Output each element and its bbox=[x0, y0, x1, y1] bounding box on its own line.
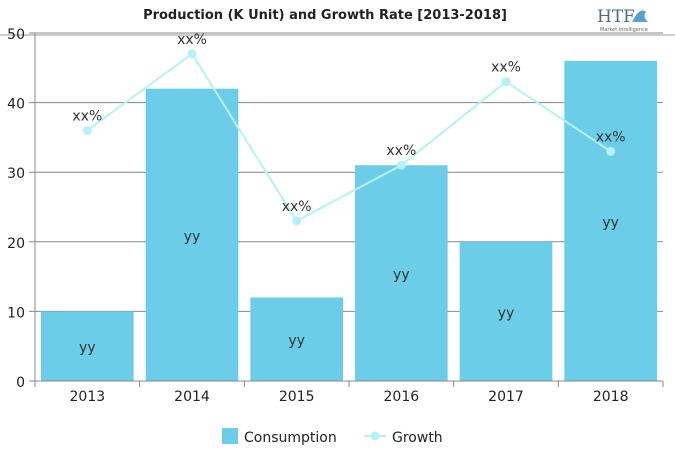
bar-2017 bbox=[459, 241, 553, 381]
growth-point-2014 bbox=[187, 49, 197, 59]
bar-data-label: yy bbox=[184, 229, 201, 245]
growth-point-2017 bbox=[501, 77, 511, 87]
y-tick-label: 10 bbox=[7, 305, 25, 321]
growth-point-2016 bbox=[396, 160, 406, 170]
y-tick-label: 0 bbox=[16, 375, 25, 391]
growth-data-label: xx% bbox=[491, 60, 521, 76]
bar-data-label: yy bbox=[393, 267, 410, 283]
logo-mark-icon bbox=[632, 10, 648, 22]
bar-2013 bbox=[41, 311, 134, 381]
bar-2016 bbox=[355, 165, 448, 381]
bar-data-label: yy bbox=[79, 340, 96, 356]
bar-2014 bbox=[145, 88, 239, 382]
bar-data-label: yy bbox=[498, 305, 515, 321]
bar-data-label: yy bbox=[288, 333, 305, 349]
growth-point-2018 bbox=[606, 146, 616, 156]
growth-data-label: xx% bbox=[386, 143, 416, 159]
logo: HTF Market Intelligence bbox=[597, 7, 648, 33]
y-tick-label: 20 bbox=[7, 236, 25, 252]
growth-data-label: xx% bbox=[282, 199, 312, 215]
x-tick-label: 2015 bbox=[279, 389, 315, 405]
y-tick-label: 40 bbox=[7, 97, 25, 113]
y-tick-label: 30 bbox=[7, 166, 25, 182]
bar-2015 bbox=[250, 297, 343, 381]
growth-data-label: xx% bbox=[72, 108, 102, 124]
legend: Consumption Growth bbox=[222, 428, 443, 446]
y-tick-label: 50 bbox=[7, 27, 25, 43]
logo-text: HTF bbox=[597, 7, 635, 27]
growth-line bbox=[86, 52, 612, 223]
x-tick-label: 2017 bbox=[488, 389, 524, 405]
legend-consumption-swatch bbox=[222, 428, 238, 444]
x-tick-label: 2014 bbox=[174, 389, 210, 405]
growth-point-2013 bbox=[82, 125, 92, 135]
bar-2018 bbox=[564, 60, 657, 382]
x-tick-label: 2013 bbox=[70, 389, 106, 405]
x-tick-label: 2018 bbox=[593, 389, 629, 405]
chart-title: Production (K Unit) and Growth Rate [201… bbox=[143, 8, 507, 23]
growth-point-2015 bbox=[292, 216, 302, 226]
growth-data-label: xx% bbox=[596, 129, 626, 145]
growth-data-label: xx% bbox=[177, 32, 207, 48]
x-tick-label: 2016 bbox=[384, 389, 420, 405]
logo-subtext: Market Intelligence bbox=[600, 27, 648, 33]
legend-growth-label: Growth bbox=[392, 430, 443, 446]
legend-growth-marker bbox=[370, 431, 380, 441]
legend-consumption-label: Consumption bbox=[244, 430, 337, 446]
bar-data-label: yy bbox=[602, 215, 619, 231]
